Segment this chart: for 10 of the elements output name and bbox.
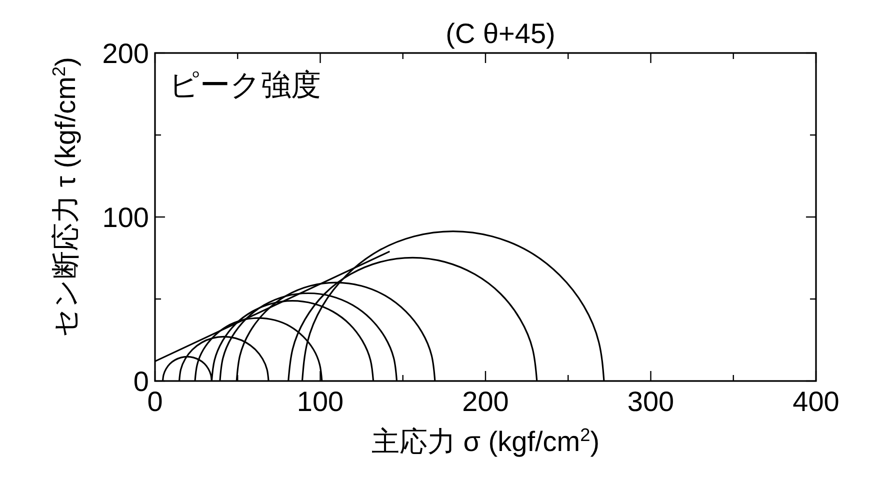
y-tick-label: 100 xyxy=(102,202,149,233)
y-tick-label: 0 xyxy=(133,366,149,397)
x-tick-label: 300 xyxy=(627,386,674,417)
x-tick-label: 100 xyxy=(296,386,344,417)
y-tick-label: 200 xyxy=(102,38,149,69)
x-tick-label: 400 xyxy=(792,386,840,417)
annotation: ピーク強度 xyxy=(169,69,321,102)
x-axis-title: 主応力 σ (kgf/cm$^{2}$) xyxy=(371,425,600,457)
chart-title: (C θ+45) xyxy=(446,18,556,49)
x-tick-label: 200 xyxy=(462,386,509,417)
